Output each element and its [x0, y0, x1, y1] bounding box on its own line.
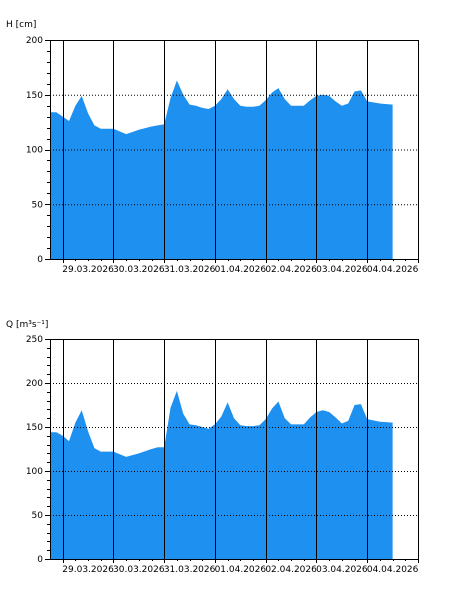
plot-frame	[50, 40, 419, 260]
y-tick-label: 100	[26, 467, 43, 477]
y-axis-label: Q [m³s⁻¹]	[6, 320, 48, 330]
y-tick-label: 100	[26, 146, 43, 156]
x-tick-label: 31.03.2026	[164, 565, 216, 575]
y-tick-label: 200	[26, 379, 43, 389]
y-tick-label: 50	[32, 200, 44, 210]
series-area	[50, 390, 393, 559]
x-tick-label: 02.04.2026	[265, 565, 317, 575]
discharge-chart: Q [m³s⁻¹] 0 50 100 150 200 250 29.03.2026 30.03.…	[6, 320, 419, 575]
y-tick-label: 0	[37, 555, 43, 565]
water-level-chart: H [cm] 0 50 100 150 200 29.03.2026 30.03.2026 31…	[6, 20, 419, 275]
y-tick-label: 150	[26, 91, 43, 101]
plot-frame	[50, 339, 419, 560]
y-tick-label: 50	[32, 511, 44, 521]
series-area	[50, 80, 393, 260]
y-axis-label: H [cm]	[6, 20, 36, 30]
y-tick-label: 0	[37, 255, 43, 265]
y-tick-label: 250	[26, 335, 43, 345]
x-tick-label: 01.04.2026	[215, 265, 267, 275]
x-tick-label: 30.03.2026	[113, 565, 165, 575]
x-tick-label: 31.03.2026	[164, 265, 216, 275]
x-tick-label: 03.04.2026	[316, 565, 368, 575]
x-tick-label: 02.04.2026	[265, 265, 317, 275]
x-tick-label: 04.04.2026	[367, 565, 419, 575]
x-tick-label: 01.04.2026	[215, 565, 267, 575]
x-tick-label: 30.03.2026	[113, 265, 165, 275]
x-tick-label: 29.03.2026	[62, 565, 114, 575]
x-tick-label: 03.04.2026	[316, 265, 368, 275]
y-tick-label: 200	[26, 36, 43, 46]
x-tick-label: 29.03.2026	[62, 265, 114, 275]
y-tick-label: 150	[26, 423, 43, 433]
x-tick-label: 04.04.2026	[367, 265, 419, 275]
